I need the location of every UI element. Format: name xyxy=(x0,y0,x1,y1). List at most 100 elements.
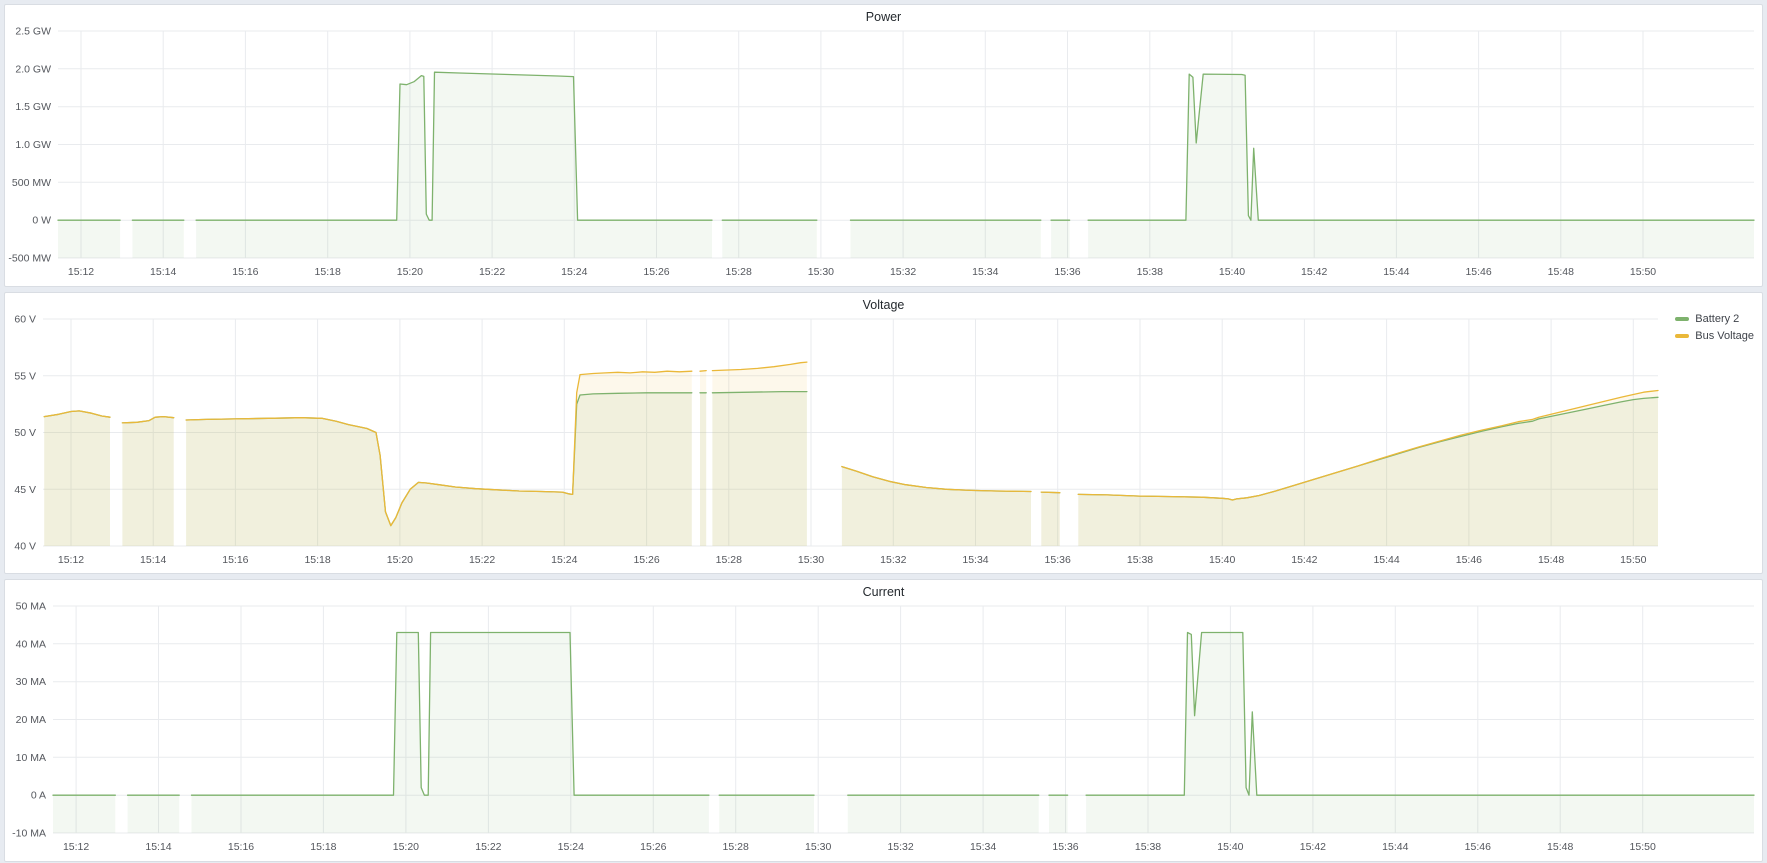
svg-text:15:16: 15:16 xyxy=(228,841,254,853)
panel-title-current[interactable]: Current xyxy=(862,585,905,599)
svg-text:15:50: 15:50 xyxy=(1630,841,1656,853)
svg-text:15:42: 15:42 xyxy=(1301,266,1327,278)
svg-text:15:16: 15:16 xyxy=(222,554,248,566)
svg-text:15:18: 15:18 xyxy=(310,841,336,853)
svg-text:15:44: 15:44 xyxy=(1373,554,1399,566)
axis-tick-labels: -500 MW 0 W 500 MW 1.0 GW 1.5 GW 2.0 GW 2.5 GW… xyxy=(8,26,1656,279)
svg-text:15:32: 15:32 xyxy=(890,266,916,278)
svg-text:0 W: 0 W xyxy=(32,215,51,227)
svg-text:55 V: 55 V xyxy=(14,370,36,382)
svg-text:15:22: 15:22 xyxy=(475,841,501,853)
svg-text:15:12: 15:12 xyxy=(63,841,89,853)
svg-text:15:14: 15:14 xyxy=(150,266,176,278)
svg-text:15:40: 15:40 xyxy=(1209,554,1235,566)
svg-text:15:36: 15:36 xyxy=(1045,554,1071,566)
axis-tick-labels: 40 V 45 V 50 V 55 V 60 V 15:12 15:14 15:16 15:18… xyxy=(14,314,1646,567)
legend-swatch xyxy=(1675,334,1690,338)
svg-text:15:34: 15:34 xyxy=(962,554,988,566)
svg-text:45 V: 45 V xyxy=(14,484,36,496)
svg-text:15:44: 15:44 xyxy=(1383,266,1409,278)
series-areas xyxy=(44,362,1658,546)
svg-text:15:50: 15:50 xyxy=(1630,266,1656,278)
svg-text:15:12: 15:12 xyxy=(58,554,84,566)
series-lines xyxy=(52,631,1755,796)
svg-text:15:12: 15:12 xyxy=(68,266,94,278)
panel-title-voltage[interactable]: Voltage xyxy=(862,298,905,312)
power-chart-plot[interactable]: -500 MW 0 W 500 MW 1.0 GW 1.5 GW 2.0 GW 2.5 GW… xyxy=(5,5,1762,286)
svg-text:15:22: 15:22 xyxy=(469,554,495,566)
svg-text:15:26: 15:26 xyxy=(640,841,666,853)
svg-text:15:32: 15:32 xyxy=(887,841,913,853)
svg-text:15:26: 15:26 xyxy=(643,266,669,278)
gridlines xyxy=(43,318,1658,547)
legend-item-bus-voltage[interactable]: Bus Voltage xyxy=(1675,330,1754,342)
svg-text:30 MA: 30 MA xyxy=(16,676,46,688)
svg-text:15:30: 15:30 xyxy=(805,841,831,853)
svg-text:500 MW: 500 MW xyxy=(12,177,51,189)
svg-text:15:32: 15:32 xyxy=(880,554,906,566)
svg-text:15:34: 15:34 xyxy=(970,841,996,853)
svg-text:15:36: 15:36 xyxy=(1052,841,1078,853)
svg-text:15:24: 15:24 xyxy=(561,266,587,278)
svg-text:10 MA: 10 MA xyxy=(16,752,46,764)
svg-text:15:38: 15:38 xyxy=(1135,841,1161,853)
current-chart-plot[interactable]: -10 MA 0 A 10 MA 20 MA 30 MA 40 MA 50 MA 15:12 1… xyxy=(5,580,1762,861)
svg-text:15:38: 15:38 xyxy=(1127,554,1153,566)
svg-text:2.0 GW: 2.0 GW xyxy=(15,63,51,75)
svg-text:1.5 GW: 1.5 GW xyxy=(15,101,51,113)
svg-text:15:44: 15:44 xyxy=(1382,841,1408,853)
svg-text:15:14: 15:14 xyxy=(145,841,171,853)
svg-text:15:30: 15:30 xyxy=(808,266,834,278)
svg-text:15:24: 15:24 xyxy=(551,554,577,566)
legend-label: Battery 2 xyxy=(1695,313,1740,325)
svg-text:15:42: 15:42 xyxy=(1300,841,1326,853)
svg-text:15:50: 15:50 xyxy=(1620,554,1646,566)
svg-text:15:20: 15:20 xyxy=(393,841,419,853)
svg-text:15:18: 15:18 xyxy=(315,266,341,278)
series-areas xyxy=(53,632,1754,833)
svg-text:15:28: 15:28 xyxy=(726,266,752,278)
series-areas xyxy=(58,72,1754,258)
svg-text:20 MA: 20 MA xyxy=(16,714,46,726)
svg-text:15:16: 15:16 xyxy=(232,266,258,278)
legend-swatch xyxy=(1675,317,1690,321)
panel-current: Current -10 MA 0 A 10 MA 20 MA 30 MA 40 MA 50 … xyxy=(4,579,1763,862)
svg-text:60 V: 60 V xyxy=(14,314,36,326)
svg-text:15:14: 15:14 xyxy=(140,554,166,566)
svg-text:15:38: 15:38 xyxy=(1137,266,1163,278)
svg-text:15:30: 15:30 xyxy=(798,554,824,566)
svg-text:40 MA: 40 MA xyxy=(16,638,46,650)
svg-text:15:18: 15:18 xyxy=(304,554,330,566)
svg-text:15:36: 15:36 xyxy=(1054,266,1080,278)
series-lines xyxy=(57,71,1755,221)
svg-text:50 V: 50 V xyxy=(14,427,36,439)
voltage-chart-plot[interactable]: 40 V 45 V 50 V 55 V 60 V 15:12 15:14 15:16 15:18… xyxy=(5,293,1762,573)
axis-tick-labels: -10 MA 0 A 10 MA 20 MA 30 MA 40 MA 50 MA 15:12 1… xyxy=(12,601,1656,854)
svg-text:15:20: 15:20 xyxy=(397,266,423,278)
legend-label: Bus Voltage xyxy=(1695,330,1754,342)
svg-text:-10 MA: -10 MA xyxy=(12,828,46,840)
svg-text:15:46: 15:46 xyxy=(1465,841,1491,853)
svg-text:15:28: 15:28 xyxy=(723,841,749,853)
svg-text:15:24: 15:24 xyxy=(558,841,584,853)
voltage-legend: Battery 2 Bus Voltage xyxy=(1675,313,1754,347)
legend-item-battery-2[interactable]: Battery 2 xyxy=(1675,313,1754,325)
panel-title-power[interactable]: Power xyxy=(865,10,902,24)
svg-text:40 V: 40 V xyxy=(14,541,36,553)
svg-text:15:42: 15:42 xyxy=(1291,554,1317,566)
svg-text:15:40: 15:40 xyxy=(1217,841,1243,853)
svg-text:1.0 GW: 1.0 GW xyxy=(15,139,51,151)
svg-text:15:48: 15:48 xyxy=(1547,841,1573,853)
series-lines xyxy=(43,361,1659,527)
svg-text:15:48: 15:48 xyxy=(1548,266,1574,278)
panel-power: Power -500 MW 0 W 500 MW 1.0 GW 1.5 GW 2.0 GW… xyxy=(4,4,1763,287)
svg-text:-500 MW: -500 MW xyxy=(8,253,51,265)
svg-text:15:34: 15:34 xyxy=(972,266,998,278)
panel-voltage: Voltage 40 V 45 V 50 V 55 V 60 V 15:12 15:14 15… xyxy=(4,292,1763,574)
svg-text:0 A: 0 A xyxy=(31,790,46,802)
svg-text:50 MA: 50 MA xyxy=(16,601,46,613)
svg-text:15:46: 15:46 xyxy=(1456,554,1482,566)
svg-text:15:48: 15:48 xyxy=(1538,554,1564,566)
svg-text:15:46: 15:46 xyxy=(1465,266,1491,278)
svg-text:2.5 GW: 2.5 GW xyxy=(15,26,51,38)
